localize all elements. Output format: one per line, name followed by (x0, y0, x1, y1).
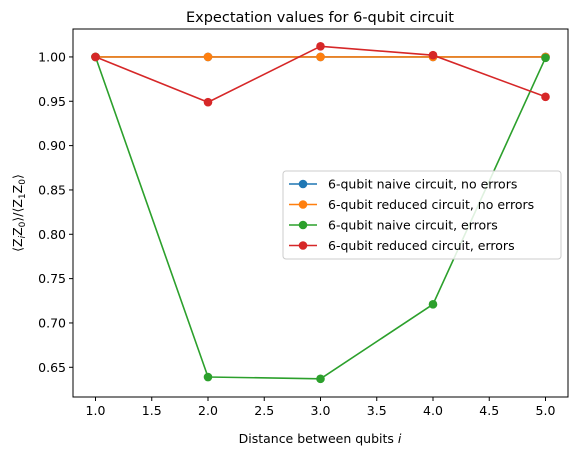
plot-frame (72, 28, 569, 398)
y-label-part: Z (10, 185, 25, 194)
chart-title: Expectation values for 6-qubit circuit (186, 10, 454, 26)
x-tick-label: 3.0 (311, 403, 331, 418)
data-point (316, 374, 325, 384)
data-point (541, 53, 550, 63)
y-tick-label: 0.90 (38, 138, 66, 153)
y-label-part: ⟩/⟨Z (10, 199, 25, 222)
x-axis-label: Distance between qubits i (239, 431, 402, 446)
y-label-part: 0 (18, 221, 28, 227)
legend-entries: 6-qubit naive circuit, no errors 6-qubit … (289, 177, 534, 253)
data-point (91, 52, 100, 62)
x-tick-label: 4.5 (479, 403, 499, 418)
y-tick-label: 0.85 (38, 182, 66, 197)
legend-marker (298, 220, 308, 230)
y-label-part: ⟨Z (10, 238, 25, 251)
x-tick-label: 1.5 (142, 403, 162, 418)
data-point (541, 92, 550, 102)
x-tick-label: 5.0 (536, 403, 556, 418)
y-tick-label: 1.00 (38, 49, 66, 64)
legend-marker (298, 241, 308, 250)
legend-label: 6-qubit reduced circuit, errors (328, 238, 515, 253)
y-tick-label: 0.95 (38, 94, 66, 109)
legend-label: 6-qubit naive circuit, no errors (328, 177, 517, 192)
y-tick-label: 0.80 (38, 227, 66, 242)
y-label-part: 1 (18, 193, 28, 199)
y-axis-label: ⟨ZiZ0⟩/⟨Z1Z0⟩ (10, 174, 28, 252)
series-4 (91, 41, 550, 107)
data-point (428, 300, 438, 309)
legend: 6-qubit naive circuit, no errors 6-qubit … (282, 170, 562, 260)
y-label-part: Z (10, 227, 25, 236)
x-tick-label: 4.0 (423, 403, 443, 418)
series-2 (91, 52, 550, 62)
y-tick-label: 0.65 (38, 360, 66, 375)
y-label-part: ⟩ (10, 174, 25, 179)
y-label-part: 0 (18, 179, 28, 185)
x-tick-label: 2.0 (198, 403, 218, 418)
x-axis-label-variable: i (398, 431, 402, 446)
x-axis-ticks: 1.0 1.5 2.0 2.5 3.0 3.5 4.0 4.5 5.0 (86, 397, 556, 418)
y-tick-label: 0.75 (38, 271, 66, 286)
y-axis-ticks: 0.65 0.70 0.75 0.80 0.85 0.90 0.95 1.00 (38, 49, 73, 375)
x-tick-label: 3.5 (367, 403, 387, 418)
y-label-part: i (18, 235, 28, 238)
x-axis-label-text: Distance between qubits (239, 431, 394, 446)
data-point (428, 50, 438, 60)
legend-box (282, 170, 562, 260)
legend-label: 6-qubit reduced circuit, no errors (328, 197, 534, 212)
data-point (316, 52, 325, 62)
legend-marker (298, 200, 308, 209)
data-point (316, 41, 325, 51)
data-point (203, 372, 213, 382)
x-tick-label: 1.0 (86, 403, 106, 418)
legend-marker (298, 179, 308, 189)
y-tick-label: 0.70 (38, 315, 66, 330)
legend-label: 6-qubit naive circuit, errors (328, 218, 498, 233)
x-tick-label: 2.5 (254, 403, 274, 418)
data-point (203, 52, 213, 62)
data-point (203, 97, 213, 107)
